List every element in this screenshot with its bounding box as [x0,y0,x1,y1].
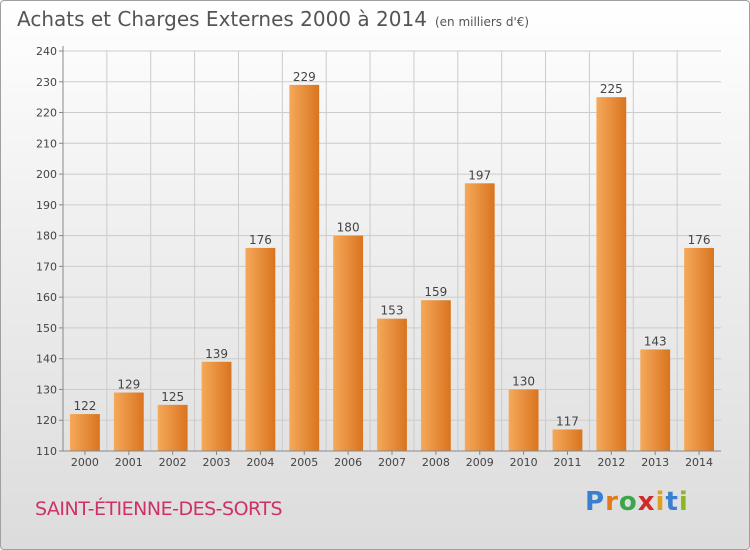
logo-letter: o [618,487,638,517]
bar [640,349,671,451]
y-tick-label: 140 [36,353,57,366]
bar [596,97,627,452]
bar [157,404,188,451]
bar [377,318,407,451]
data-label: 153 [381,304,404,318]
y-tick-label: 110 [36,445,57,458]
y-tick-label: 170 [36,260,57,273]
x-tick-label: 2014 [685,456,713,469]
y-tick-label: 230 [36,76,57,89]
x-tick-label: 2004 [246,456,274,469]
bar [245,247,276,451]
bar [70,414,100,451]
y-tick-label: 180 [36,230,57,243]
logo-letter: i [655,487,666,517]
bars: 122 129 125 139 176 229 180 153 159 197 130 117 225 1… [70,70,714,452]
data-label: 139 [205,347,228,361]
data-label: 225 [600,82,623,96]
x-tick-label: 2010 [510,456,538,469]
x-tick-label: 2002 [159,456,187,469]
y-tick-label: 190 [36,199,57,212]
bar [333,235,364,451]
data-label: 229 [293,70,316,84]
x-tick-label: 2008 [422,456,450,469]
y-tick-label: 220 [36,107,57,120]
data-label: 197 [468,168,491,182]
bar [684,247,714,451]
bar [289,84,320,451]
data-label: 129 [117,378,140,392]
x-tick-label: 2011 [553,456,581,469]
data-label: 180 [337,221,360,235]
x-tick-label: 2006 [334,456,362,469]
logo-letter: i [678,487,689,517]
bar [420,300,451,451]
proxiti-logo: Proxiti [585,487,689,517]
y-tick-label: 160 [36,291,57,304]
data-label: 122 [73,399,96,413]
x-tick-label: 2009 [466,456,494,469]
bar [552,429,583,451]
x-tick-label: 2001 [115,456,143,469]
x-tick-label: 2000 [71,456,99,469]
y-tick-label: 200 [36,168,57,181]
logo-letter: x [637,487,656,517]
chart-title: Achats et Charges Externes 2000 à 2014 (e… [17,7,529,31]
x-tick-label: 2003 [203,456,231,469]
axes: 110 120 130 140 150 160 170 180 190 200 210 220 230 2… [36,45,721,469]
x-tick-label: 2005 [290,456,318,469]
chart-subtitle: (en milliers d'€) [434,15,530,29]
logo-letter: t [665,487,679,517]
x-tick-label: 2013 [641,456,669,469]
y-tick-label: 130 [36,383,57,396]
x-tick-label: 2007 [378,456,406,469]
logo-letter: r [605,487,619,517]
data-label: 159 [424,285,447,299]
y-tick-label: 210 [36,137,57,150]
data-label: 176 [249,233,272,247]
chart-title-text: Achats et Charges Externes 2000 à 2014 [17,7,427,31]
data-label: 130 [512,374,535,388]
bar [508,389,539,451]
y-tick-label: 240 [36,45,57,58]
y-tick-label: 120 [36,414,57,427]
data-label: 176 [688,233,711,247]
data-label: 125 [161,390,184,404]
bar [201,361,232,451]
y-tick-label: 150 [36,322,57,335]
x-tick-label: 2012 [597,456,625,469]
bar [464,183,495,452]
commune-name: SAINT-ÉTIENNE-DES-SORTS [35,498,283,520]
data-label: 117 [556,414,579,428]
data-label: 143 [644,334,667,348]
bar [113,392,144,451]
logo-letter: P [585,487,606,517]
